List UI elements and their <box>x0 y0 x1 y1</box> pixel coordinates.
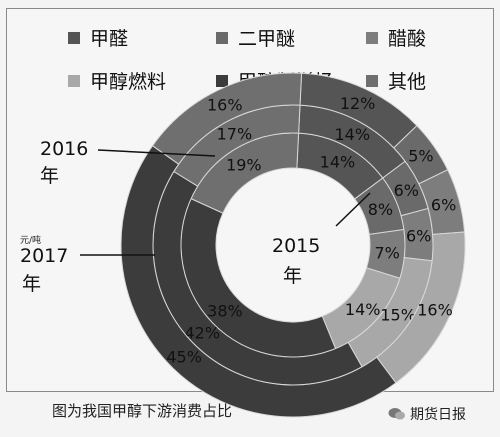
slice-label-0-3: 14% <box>345 300 381 319</box>
legend-label: 醋酸 <box>388 28 427 50</box>
legend-swatch <box>216 74 228 87</box>
slice-label-2-2: 6% <box>431 195 456 214</box>
slice-label-1-4: 42% <box>184 323 220 342</box>
slice-label-1-1: 6% <box>394 181 419 200</box>
year-label-2016: 2016 <box>40 138 88 160</box>
year-suffix-2017: 年 <box>22 273 41 295</box>
unit-note: 元/吨 <box>20 234 41 246</box>
leader-line-2016 <box>97 149 216 157</box>
slice-label-2-5: 16% <box>207 96 243 115</box>
slice-2-5 <box>151 72 303 165</box>
watermark-text: 期货日报 <box>410 407 466 423</box>
legend-item-3: 甲醇燃料 <box>68 67 216 94</box>
slice-label-1-3: 15% <box>380 305 416 324</box>
slice-label-0-2: 7% <box>374 244 399 263</box>
year-suffix-2016: 年 <box>40 165 59 187</box>
legend-swatch <box>68 74 80 87</box>
slice-label-0-4: 38% <box>207 302 243 321</box>
slice-label-1-0: 14% <box>334 125 370 144</box>
legend-swatch <box>216 31 228 44</box>
legend-label: 其他 <box>388 71 427 93</box>
legend-item-5: 其他 <box>366 67 486 94</box>
chart-caption: 图为我国甲醇下游消费占比 <box>52 402 233 420</box>
year-label-2015: 2015 <box>272 235 320 257</box>
legend-item-0: 甲醛 <box>68 24 216 51</box>
slice-label-0-5: 19% <box>226 155 262 174</box>
year-suffix-2015: 年 <box>283 265 302 287</box>
slice-label-0-1: 8% <box>368 200 393 219</box>
slice-label-1-5: 17% <box>217 124 253 143</box>
legend-swatch <box>366 74 378 87</box>
legend-swatch <box>68 31 80 44</box>
legend-swatch <box>366 31 378 44</box>
leader-line-2015 <box>335 192 371 227</box>
slice-label-2-0: 12% <box>340 94 376 113</box>
legend-label: 二甲醚 <box>238 28 296 50</box>
slice-label-1-2: 6% <box>406 226 431 245</box>
wechat-icon <box>388 408 405 420</box>
legend-item-1: 二甲醚 <box>216 24 366 51</box>
legend-label: 甲醇燃料 <box>90 71 167 93</box>
legend-item-2: 醋酸 <box>366 24 486 51</box>
slice-label-2-1: 5% <box>408 147 433 166</box>
year-label-2017: 2017 <box>20 245 68 267</box>
slice-label-2-4: 45% <box>166 348 202 367</box>
legend-label: 甲醛 <box>90 28 129 50</box>
slice-label-2-3: 16% <box>417 301 453 320</box>
watermark: 期货日报 <box>388 404 466 424</box>
slice-label-0-0: 14% <box>320 153 356 172</box>
